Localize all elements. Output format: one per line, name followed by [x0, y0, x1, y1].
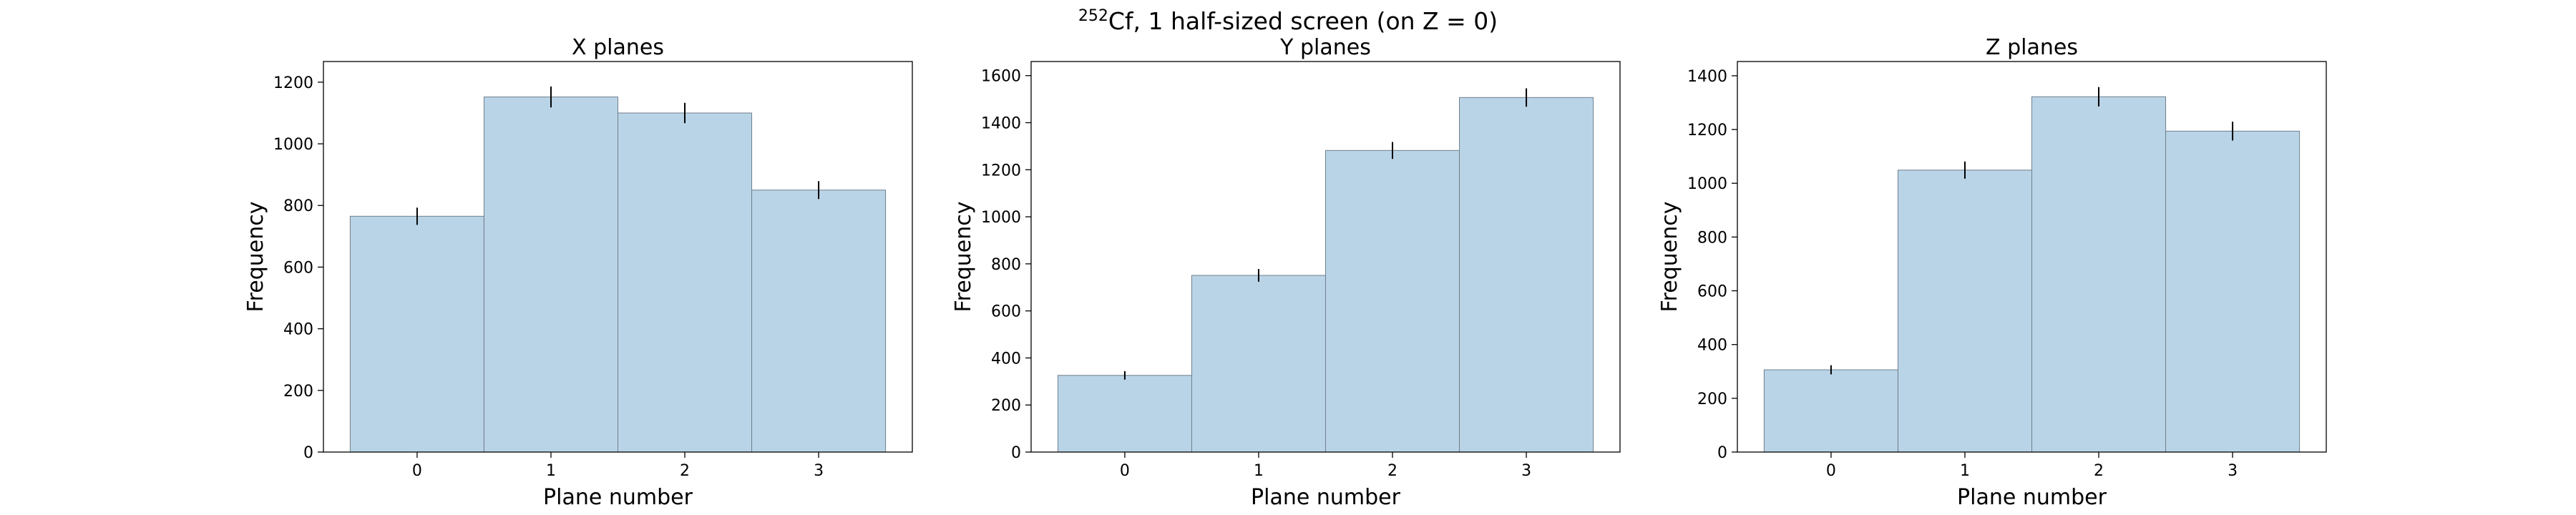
- y-tick-label: 200: [283, 383, 313, 401]
- x-tick-label: 1: [1254, 462, 1264, 480]
- y-tick-label: 1400: [1687, 68, 1727, 86]
- y-tick-label: 1400: [981, 115, 1021, 133]
- subplot-title: X planes: [572, 35, 664, 60]
- x-tick-label: 3: [814, 462, 824, 480]
- bar-0: [1763, 369, 1898, 453]
- x-tick-label: 0: [412, 462, 422, 480]
- x-tick-label: 2: [2094, 462, 2104, 480]
- x-tick-label: 3: [2228, 462, 2238, 480]
- y-tick-label: 800: [283, 197, 313, 215]
- subplot-2: 0 200 400 600 800 1000 1200 1400 0 1 2 3 Z planes Pla…: [1657, 35, 2327, 510]
- figure-title: 252Cf, 1 half-sized screen (on Z = 0): [0, 7, 2576, 35]
- bar-1: [483, 97, 618, 453]
- x-axis-label: Plane number: [1957, 485, 2107, 510]
- axes-frame: [1737, 61, 2327, 453]
- bar-0: [1057, 375, 1192, 453]
- y-tick-label: 400: [1697, 337, 1727, 355]
- y-tick-label: 0: [303, 444, 313, 462]
- x-tick-label: 2: [680, 462, 690, 480]
- y-axis-label: Frequency: [951, 202, 976, 313]
- y-tick-label: 200: [1697, 391, 1727, 408]
- y-tick-label: 0: [1717, 444, 1727, 462]
- x-axis-label: Plane number: [543, 485, 693, 510]
- y-tick-label: 1200: [981, 162, 1021, 180]
- subplot-title: Z planes: [1986, 35, 2078, 60]
- subplot-title: Y planes: [1279, 35, 1371, 60]
- y-tick-label: 600: [283, 259, 313, 277]
- isotope-mass-number: 252: [1078, 7, 1108, 25]
- bar-3: [2165, 130, 2301, 453]
- bar-3: [751, 190, 887, 453]
- y-tick-label: 1000: [1687, 175, 1727, 193]
- y-tick-label: 1000: [273, 136, 313, 154]
- subplot-1: 0 200 400 600 800 1000 1200 1400 1600 0 1 2 3 Y plane…: [951, 35, 1621, 510]
- y-tick-label: 800: [1697, 229, 1727, 247]
- bar-2: [618, 112, 753, 453]
- x-tick-label: 1: [546, 462, 556, 480]
- bar-1: [1897, 170, 2033, 453]
- y-tick-label: 1200: [273, 74, 313, 92]
- y-tick-label: 1600: [981, 68, 1021, 86]
- y-tick-label: 800: [991, 256, 1021, 274]
- bar-3: [1459, 97, 1594, 453]
- y-tick-label: 400: [991, 350, 1021, 368]
- y-tick-label: 600: [1697, 283, 1727, 301]
- bar-2: [2031, 96, 2167, 453]
- x-tick-label: 3: [1521, 462, 1531, 480]
- bar-0: [349, 215, 484, 453]
- subplot-0: 0 200 400 600 800 1000 1200 0 1 2 3 X planes Plane n…: [243, 35, 913, 510]
- axes-frame: [323, 61, 913, 453]
- y-axis-label: Frequency: [243, 202, 268, 313]
- axes-frame: [1030, 61, 1621, 453]
- bar-1: [1191, 275, 1327, 453]
- x-tick-label: 0: [1120, 462, 1130, 480]
- y-tick-label: 400: [283, 321, 313, 339]
- y-axis-label: Frequency: [1657, 202, 1682, 313]
- x-tick-label: 0: [1826, 462, 1836, 480]
- y-tick-label: 1200: [1687, 122, 1727, 139]
- x-axis-label: Plane number: [1251, 485, 1401, 510]
- y-tick-label: 200: [991, 397, 1021, 415]
- y-tick-label: 0: [1011, 444, 1021, 462]
- x-tick-label: 2: [1387, 462, 1397, 480]
- y-tick-label: 600: [991, 303, 1021, 321]
- x-tick-label: 1: [1960, 462, 1970, 480]
- y-tick-label: 1000: [981, 209, 1021, 227]
- figure-title-text: Cf, 1 half-sized screen (on Z = 0): [1108, 7, 1498, 35]
- bar-2: [1325, 149, 1460, 453]
